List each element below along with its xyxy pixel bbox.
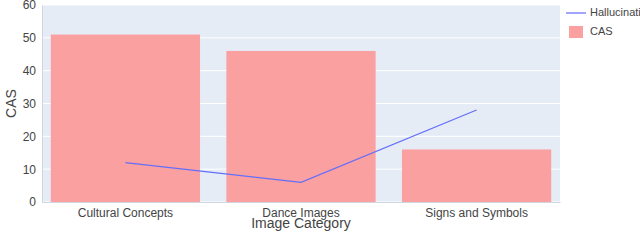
tick: 10 — [23, 163, 42, 177]
tick: 50 — [23, 31, 42, 45]
legend: Hallucinations CAS — [566, 6, 640, 38]
chart: 0102030405060Cultural ConceptsDance Imag… — [0, 0, 640, 232]
tick: 0 — [29, 195, 42, 209]
legend-label: Hallucinations — [590, 6, 640, 18]
tick-label: 0 — [29, 195, 36, 209]
bar — [402, 149, 551, 202]
y-axis: 0 10 20 30 40 50 60 — [23, 0, 43, 209]
axis-line — [43, 202, 561, 203]
tick-label: 50 — [23, 31, 37, 45]
axis-line — [42, 6, 43, 203]
legend-swatch — [569, 26, 583, 38]
bar-series — [51, 35, 551, 202]
tick: 30 — [23, 97, 42, 111]
grid-line — [42, 5, 560, 6]
y-axis-title: CAS — [3, 89, 19, 118]
plot: 0102030405060Cultural ConceptsDance Imag… — [23, 0, 561, 220]
bar — [51, 35, 200, 202]
legend-swatch — [566, 12, 586, 13]
tick-label: 10 — [23, 163, 37, 177]
legend-item: CAS — [569, 25, 613, 38]
tick: 60 — [23, 0, 42, 12]
line — [125, 110, 476, 182]
tick-label: 30 — [23, 97, 37, 111]
tick: Cultural Concepts — [78, 202, 173, 220]
tick-label: 20 — [23, 130, 37, 144]
marks — [51, 35, 551, 202]
tick-label: Cultural Concepts — [78, 206, 173, 220]
tick-label: 60 — [23, 0, 37, 12]
x-axis-title: Image Category — [251, 215, 351, 231]
grid — [42, 5, 560, 202]
tick: Signs and Symbols — [425, 202, 528, 220]
legend-label: CAS — [590, 25, 613, 37]
bar — [226, 51, 375, 202]
tick-label: 40 — [23, 64, 37, 78]
tick: 40 — [23, 64, 42, 78]
legend-item: Hallucinations — [566, 6, 640, 18]
tick: 20 — [23, 130, 42, 144]
plot-background — [42, 5, 560, 202]
tick-label: Signs and Symbols — [425, 206, 528, 220]
